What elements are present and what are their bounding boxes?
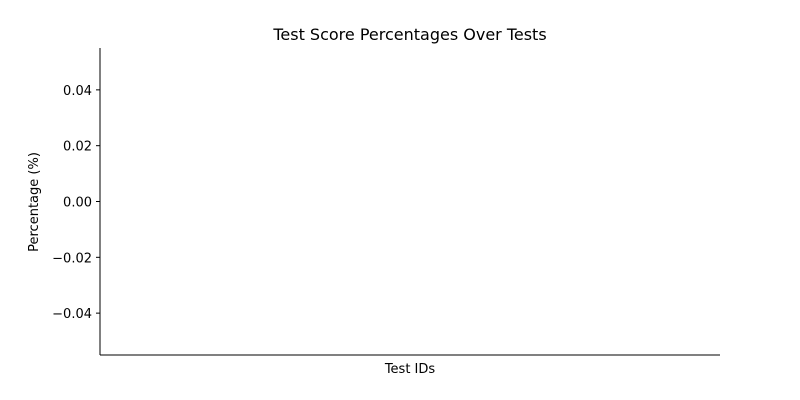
y-axis-ticks: −0.04 −0.02 0.00 0.02 0.04 [52,84,100,322]
y-tick-label: 0.02 [63,140,92,155]
y-tick-label: 0.04 [63,84,92,99]
x-axis-label: Test IDs [384,362,436,377]
chart-title: Test Score Percentages Over Tests [272,25,546,44]
plot-area: −0.04 −0.02 0.00 0.02 0.04 [52,48,720,356]
y-tick-label: 0.00 [63,196,92,211]
y-tick-label: −0.02 [52,251,92,266]
y-axis-label: Percentage (%) [27,152,42,252]
y-tick-label: −0.04 [52,307,92,322]
